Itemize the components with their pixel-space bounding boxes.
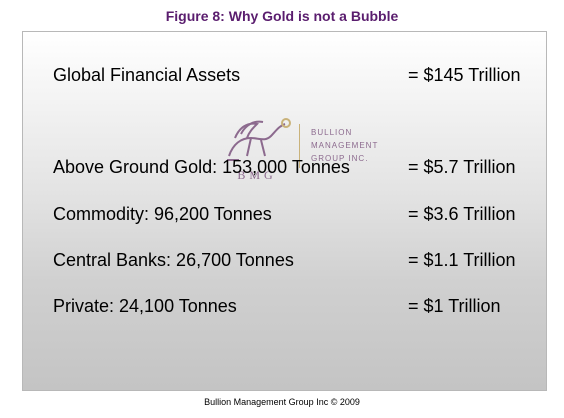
row-label: Commodity: 96,200 Tonnes — [53, 204, 272, 224]
logo-name-line: BULLION — [311, 128, 353, 137]
slide-panel: Global Financial Assets = $145 Trillion … — [22, 31, 547, 391]
row-label: Global Financial Assets — [53, 65, 241, 85]
logo-brand: BMG — [237, 168, 277, 182]
logo-separator — [299, 124, 300, 168]
row-value: = $5.7 Trillion — [408, 157, 516, 177]
row-label: Private: 24,100 Tonnes — [53, 296, 237, 316]
logo-name-line: MANAGEMENT — [311, 141, 379, 150]
logo-company-name: BULLION MANAGEMENT GROUP INC. — [311, 126, 401, 165]
row-value: = $1.1 Trillion — [408, 250, 516, 270]
row-value: = $3.6 Trillion — [408, 204, 516, 224]
bmg-logo: BMG BULLION MANAGEMENT GROUP INC. — [223, 116, 403, 188]
griffin-icon — [227, 118, 291, 161]
row-label: Above Ground Gold: 153,000 Tonnes — [53, 157, 350, 177]
footer-copyright: Bullion Management Group Inc © 2009 — [204, 397, 360, 407]
figure-title: Figure 8: Why Gold is not a Bubble — [165, 8, 399, 24]
row-value: = $145 Trillion — [408, 65, 521, 85]
row-value: = $1 Trillion — [408, 296, 501, 316]
row-label: Central Banks: 26,700 Tonnes — [53, 250, 294, 270]
logo-name-line: GROUP INC. — [311, 154, 369, 163]
